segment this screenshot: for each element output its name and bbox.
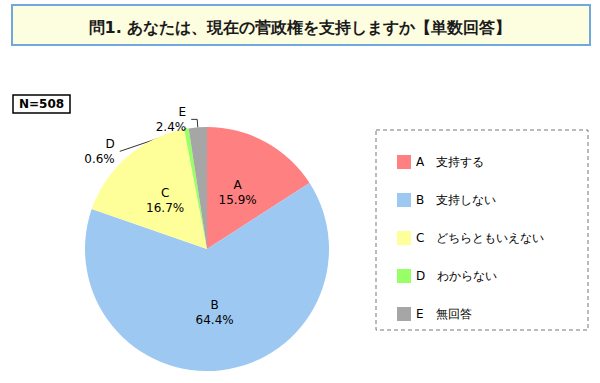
svg-text:A 支持する: A 支持する bbox=[416, 155, 484, 169]
svg-text:A: A bbox=[234, 178, 243, 192]
svg-text:64.4%: 64.4% bbox=[196, 313, 234, 327]
svg-text:N=508: N=508 bbox=[19, 97, 64, 111]
svg-text:E: E bbox=[179, 105, 187, 119]
svg-text:2.4%: 2.4% bbox=[156, 120, 187, 134]
svg-text:E 無回答: E 無回答 bbox=[416, 307, 472, 321]
svg-text:D: D bbox=[106, 137, 115, 151]
svg-text:0.6%: 0.6% bbox=[84, 152, 115, 166]
svg-text:問1. あなたは、現在の菅政権を支持しますか【単数回答】: 問1. あなたは、現在の菅政権を支持しますか【単数回答】 bbox=[89, 18, 512, 37]
svg-text:15.9%: 15.9% bbox=[219, 193, 257, 207]
svg-text:16.7%: 16.7% bbox=[146, 201, 184, 215]
svg-text:D わからない: D わからない bbox=[416, 269, 497, 283]
svg-text:B 支持しない: B 支持しない bbox=[416, 193, 496, 207]
svg-text:C どちらともいえない: C どちらともいえない bbox=[416, 231, 544, 245]
svg-text:C: C bbox=[161, 186, 169, 200]
svg-text:B: B bbox=[211, 298, 219, 312]
